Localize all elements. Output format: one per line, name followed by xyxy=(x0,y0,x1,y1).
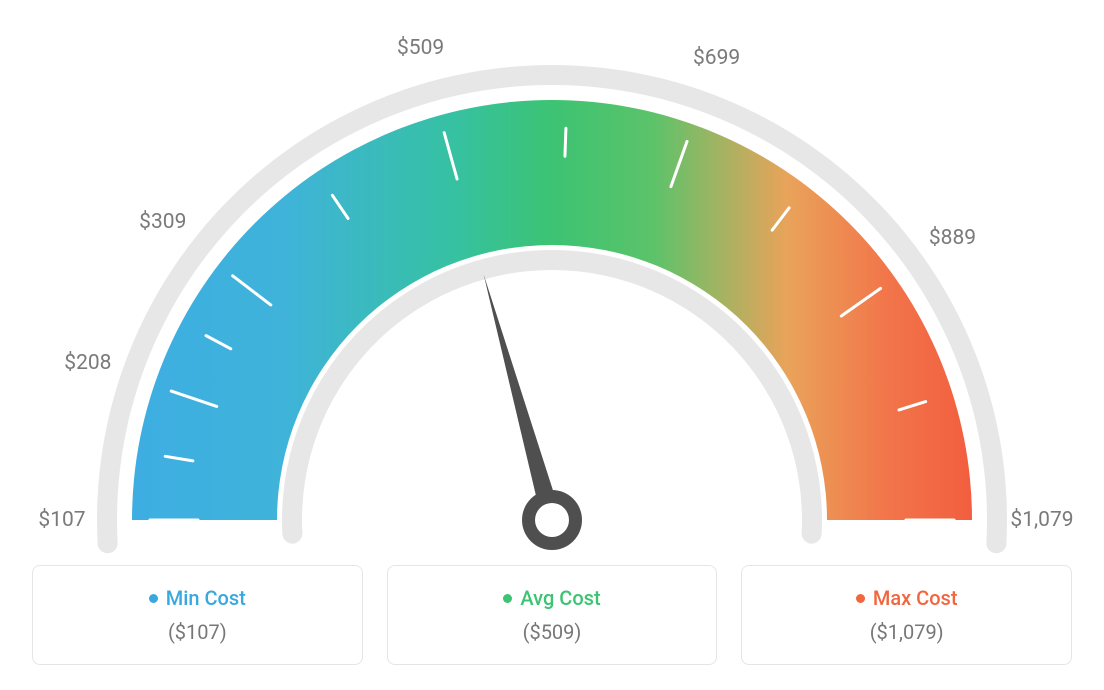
scale-label: $1,079 xyxy=(1010,508,1073,532)
legend-title-min: Min Cost xyxy=(149,586,246,610)
gauge-svg xyxy=(0,0,1104,555)
legend-value-avg: ($509) xyxy=(400,620,705,644)
scale-label: $509 xyxy=(397,36,444,60)
legend-card-min: Min Cost ($107) xyxy=(32,565,363,665)
scale-label: $107 xyxy=(38,508,85,532)
legend-card-max: Max Cost ($1,079) xyxy=(741,565,1072,665)
legend-dot-avg xyxy=(503,594,512,603)
scale-label: $889 xyxy=(929,226,976,250)
legend-label-min: Min Cost xyxy=(166,586,246,610)
legend-value-max: ($1,079) xyxy=(754,620,1059,644)
legend-title-avg: Avg Cost xyxy=(503,586,600,610)
legend-card-avg: Avg Cost ($509) xyxy=(387,565,718,665)
scale-label: $309 xyxy=(139,210,186,234)
legend-dot-min xyxy=(149,594,158,603)
scale-label: $699 xyxy=(693,46,740,70)
legend-dot-max xyxy=(856,594,865,603)
legend-label-avg: Avg Cost xyxy=(520,586,600,610)
legend-value-min: ($107) xyxy=(45,620,350,644)
scale-label: $208 xyxy=(64,351,111,375)
cost-gauge: $107 $208 $309 $509 $699 $889 $1,079 xyxy=(0,0,1104,555)
legend-title-max: Max Cost xyxy=(856,586,958,610)
legend-label-max: Max Cost xyxy=(873,586,958,610)
legend-row: Min Cost ($107) Avg Cost ($509) Max Cost… xyxy=(0,565,1104,665)
